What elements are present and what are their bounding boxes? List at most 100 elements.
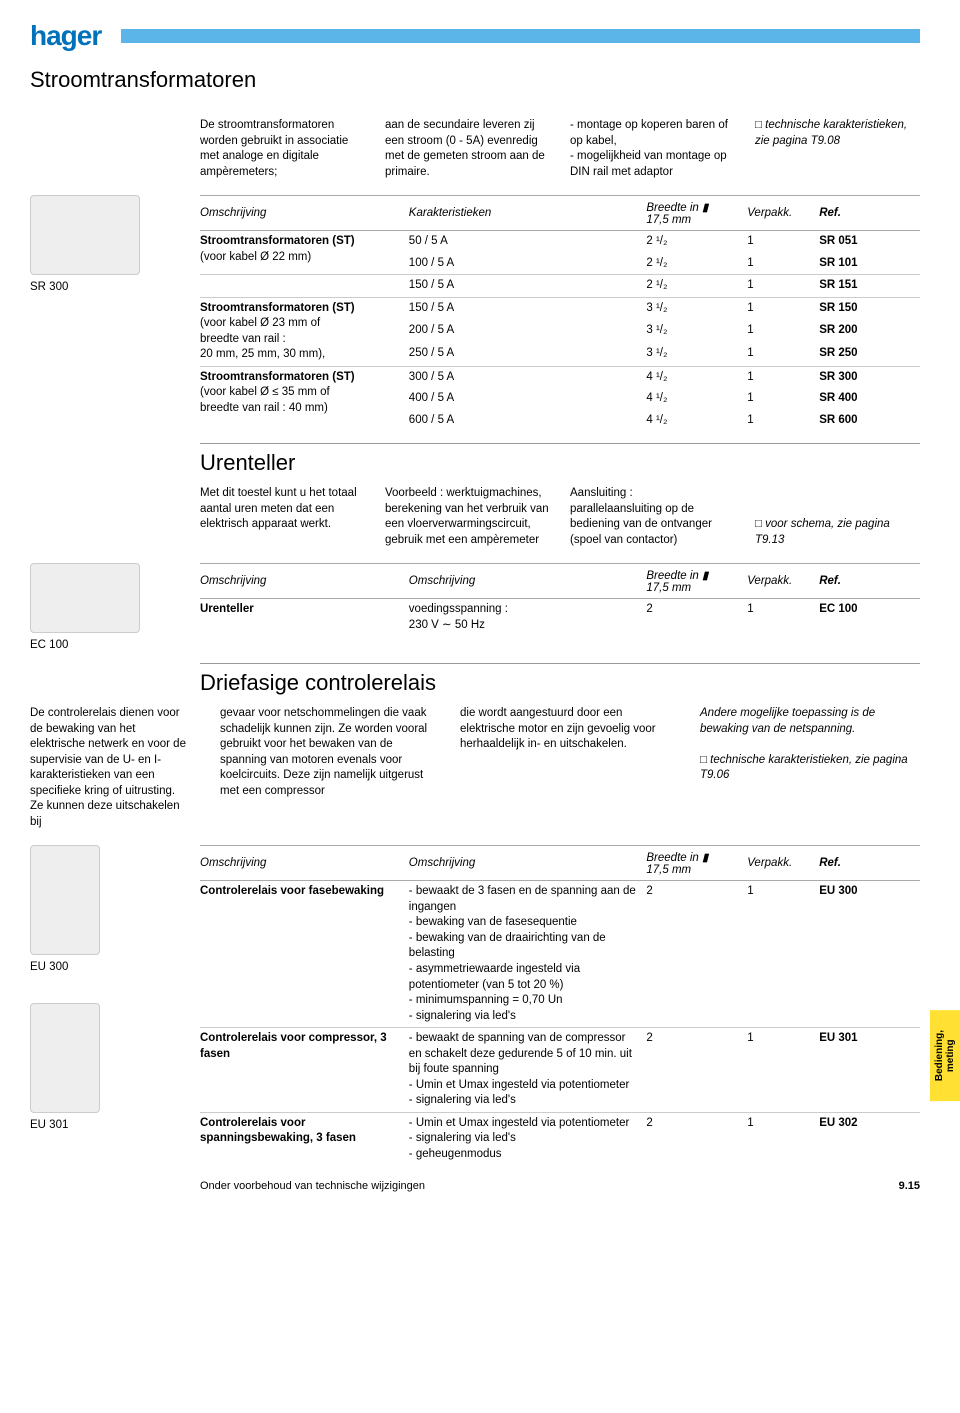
product-label: EC 100	[30, 639, 200, 651]
section1-title: Stroomtransformatoren	[30, 67, 920, 93]
cell-width: 3 ¹/₂	[646, 297, 747, 320]
cell-char: 300 / 5 A	[409, 366, 647, 388]
product-image-eu301	[30, 1003, 100, 1113]
cell-width: 2 ¹/₂	[646, 231, 747, 253]
cell-width: 4 ¹/₂	[646, 388, 747, 410]
header-bar	[121, 29, 920, 43]
footer-text: Onder voorbehoud van technische wijzigin…	[200, 1180, 425, 1192]
product-label: EU 301	[30, 1119, 200, 1131]
cell-char: 400 / 5 A	[409, 388, 647, 410]
cell-char: 100 / 5 A	[409, 253, 647, 275]
table-row: Controlerelais voor compressor, 3 fasen-…	[200, 1028, 920, 1113]
intro-col: gevaar voor netschommelingen die vaak sc…	[220, 706, 440, 830]
cell-ref: EU 301	[819, 1028, 920, 1113]
intro-col: De stroomtransformatoren worden gebruikt…	[200, 118, 365, 180]
cell-ref: SR 400	[819, 388, 920, 410]
logo: hager	[30, 20, 101, 52]
cell-char: - Umin et Umax ingesteld via potentiomet…	[409, 1112, 647, 1165]
th-pack: Verpakk.	[747, 846, 819, 881]
cell-pack: 1	[747, 366, 819, 388]
cell-pack: 1	[747, 320, 819, 343]
cell-ref: SR 151	[819, 275, 920, 298]
intro-col-ref: □ technische karakteristieken, zie pagin…	[755, 118, 920, 180]
cell-pack: 1	[747, 388, 819, 410]
intro-col: Aansluiting : parallelaansluiting op de …	[570, 486, 735, 548]
cell-char: 150 / 5 A	[409, 275, 647, 298]
cell-desc: Stroomtransformatoren (ST) (voor kabel Ø…	[200, 366, 409, 431]
th-char: Karakteristieken	[409, 196, 647, 231]
intro-col: - montage op koperen baren of op kabel, …	[570, 118, 735, 180]
cell-desc	[200, 275, 409, 298]
cell-width: 3 ¹/₂	[646, 320, 747, 343]
cell-ref: SR 150	[819, 297, 920, 320]
section2-table: Omschrijving Omschrijving Breedte in ▮ 1…	[200, 563, 920, 636]
section1-table: Omschrijving Karakteristieken Breedte in…	[200, 195, 920, 431]
cell-width: 2 ¹/₂	[646, 253, 747, 275]
th-ref: Ref.	[819, 564, 920, 599]
cell-char: voedingsspanning : 230 V ∼ 50 Hz	[409, 599, 647, 637]
page-number: 9.15	[899, 1180, 920, 1192]
cell-width: 2 ¹/₂	[646, 275, 747, 298]
table-row: Stroomtransformatoren (ST) (voor kabel Ø…	[200, 297, 920, 320]
cell-pack: 1	[747, 231, 819, 253]
cell-width: 2	[646, 1028, 747, 1113]
cell-pack: 1	[747, 1112, 819, 1165]
product-image-eu300	[30, 845, 100, 955]
th-char: Omschrijving	[409, 564, 647, 599]
cell-ref: SR 101	[819, 253, 920, 275]
cell-pack: 1	[747, 343, 819, 366]
cell-char: 600 / 5 A	[409, 410, 647, 432]
table-header-row: Omschrijving Omschrijving Breedte in ▮ 1…	[200, 564, 920, 599]
table-row: Stroomtransformatoren (ST) (voor kabel Ø…	[200, 366, 920, 388]
cell-width: 3 ¹/₂	[646, 343, 747, 366]
logo-row: hager	[30, 20, 920, 52]
cell-pack: 1	[747, 599, 819, 637]
cell-char: 200 / 5 A	[409, 320, 647, 343]
cell-char: 50 / 5 A	[409, 231, 647, 253]
cell-desc: Stroomtransformatoren (ST) (voor kabel Ø…	[200, 297, 409, 366]
cell-char: 150 / 5 A	[409, 297, 647, 320]
th-width: Breedte in ▮ 17,5 mm	[646, 564, 747, 599]
th-desc: Omschrijving	[200, 196, 409, 231]
product-image-ec100	[30, 563, 140, 633]
cell-pack: 1	[747, 253, 819, 275]
cell-width: 4 ¹/₂	[646, 410, 747, 432]
cell-desc: Urenteller	[200, 599, 409, 637]
cell-pack: 1	[747, 410, 819, 432]
th-desc: Omschrijving	[200, 564, 409, 599]
cell-char: - bewaakt de spanning van de compressor …	[409, 1028, 647, 1113]
cell-width: 2	[646, 881, 747, 1028]
th-width: Breedte in ▮ 17,5 mm	[646, 846, 747, 881]
section2-title: Urenteller	[200, 443, 920, 476]
th-char: Omschrijving	[409, 846, 647, 881]
cell-pack: 1	[747, 297, 819, 320]
product-label: EU 300	[30, 961, 200, 973]
cell-ref: EU 302	[819, 1112, 920, 1165]
cell-desc: Controlerelais voor fasebewaking	[200, 881, 409, 1028]
cell-ref: SR 250	[819, 343, 920, 366]
th-pack: Verpakk.	[747, 564, 819, 599]
intro-col-ref: Andere mogelijke toepassing is de bewaki…	[700, 706, 920, 830]
side-tab: Bediening, meting	[930, 1010, 960, 1101]
cell-ref: SR 051	[819, 231, 920, 253]
table-row: 150 / 5 A2 ¹/₂1SR 151	[200, 275, 920, 298]
cell-pack: 1	[747, 275, 819, 298]
cell-ref: SR 200	[819, 320, 920, 343]
th-desc: Omschrijving	[200, 846, 409, 881]
cell-width: 2	[646, 599, 747, 637]
cell-desc: Controlerelais voor spanningsbewaking, 3…	[200, 1112, 409, 1165]
cell-char: - bewaakt de 3 fasen en de spanning aan …	[409, 881, 647, 1028]
intro-col: Met dit toestel kunt u het totaal aantal…	[200, 486, 365, 548]
cell-pack: 1	[747, 881, 819, 1028]
section3-intro: De controlerelais dienen voor de bewakin…	[30, 706, 920, 830]
cell-char: 250 / 5 A	[409, 343, 647, 366]
cell-desc: Stroomtransformatoren (ST) (voor kabel Ø…	[200, 231, 409, 275]
product-label: SR 300	[30, 281, 200, 293]
table-header-row: Omschrijving Karakteristieken Breedte in…	[200, 196, 920, 231]
section3-table: Omschrijving Omschrijving Breedte in ▮ 1…	[200, 845, 920, 1165]
intro-col-ref: □ voor schema, zie pagina T9.13	[755, 517, 920, 548]
product-image-sr300	[30, 195, 140, 275]
section3-title: Driefasige controlerelais	[200, 663, 920, 696]
cell-pack: 1	[747, 1028, 819, 1113]
table-row: Controlerelais voor fasebewaking- bewaak…	[200, 881, 920, 1028]
